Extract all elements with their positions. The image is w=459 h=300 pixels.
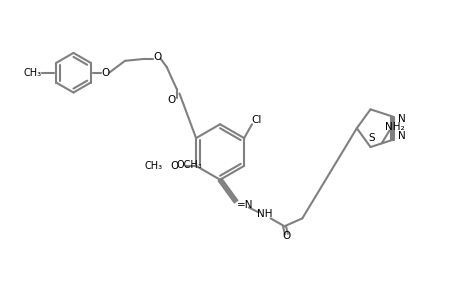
Text: O: O — [170, 161, 178, 171]
Text: CH₃: CH₃ — [24, 68, 42, 78]
Text: O: O — [282, 231, 290, 241]
Text: CH₃: CH₃ — [144, 161, 162, 171]
Text: O: O — [167, 95, 175, 106]
Text: S: S — [367, 133, 374, 143]
Text: NH: NH — [257, 209, 272, 219]
Text: O: O — [101, 68, 109, 78]
Text: =N: =N — [236, 200, 252, 211]
Text: N: N — [397, 131, 404, 141]
Text: N: N — [397, 113, 404, 124]
Text: NH₂: NH₂ — [384, 122, 403, 132]
Text: Cl: Cl — [251, 115, 262, 125]
Text: OCH₃: OCH₃ — [176, 160, 202, 170]
Text: O: O — [153, 52, 162, 62]
